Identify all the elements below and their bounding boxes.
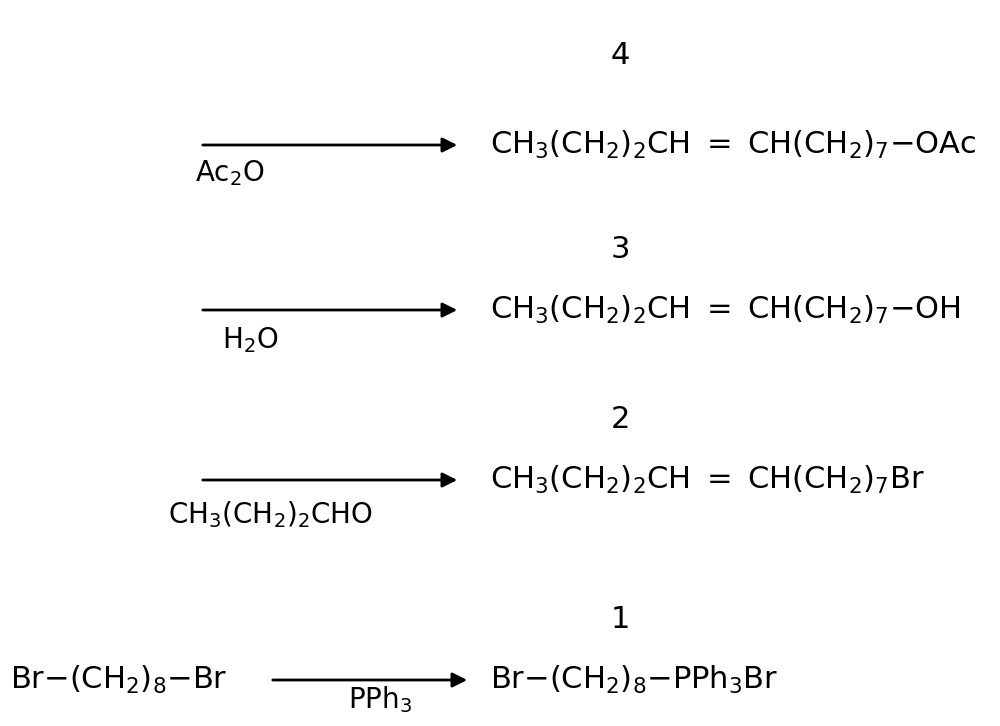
Text: Br$-$(CH$_2$)$_8$$-$Br: Br$-$(CH$_2$)$_8$$-$Br <box>10 664 227 696</box>
Text: 1: 1 <box>610 605 630 635</box>
Text: CH$_3$(CH$_2$)$_2$CH $=$ CH(CH$_2$)$_7$$-$OAc: CH$_3$(CH$_2$)$_2$CH $=$ CH(CH$_2$)$_7$$… <box>490 129 976 161</box>
Text: Br$-$(CH$_2$)$_8$$-$PPh$_3$Br: Br$-$(CH$_2$)$_8$$-$PPh$_3$Br <box>490 664 778 696</box>
Text: 2: 2 <box>610 406 630 434</box>
Text: Ac$_2$O: Ac$_2$O <box>195 158 265 188</box>
Text: 4: 4 <box>610 41 630 70</box>
Text: CH$_3$(CH$_2$)$_2$CH $=$ CH(CH$_2$)$_7$$-$OH: CH$_3$(CH$_2$)$_2$CH $=$ CH(CH$_2$)$_7$$… <box>490 294 961 326</box>
Text: H$_2$O: H$_2$O <box>222 325 278 355</box>
Text: PPh$_3$: PPh$_3$ <box>348 684 412 715</box>
Text: CH$_3$(CH$_2$)$_2$CHO: CH$_3$(CH$_2$)$_2$CHO <box>168 499 372 530</box>
Text: 3: 3 <box>610 235 630 264</box>
Text: CH$_3$(CH$_2$)$_2$CH $=$ CH(CH$_2$)$_7$Br: CH$_3$(CH$_2$)$_2$CH $=$ CH(CH$_2$)$_7$B… <box>490 464 925 496</box>
